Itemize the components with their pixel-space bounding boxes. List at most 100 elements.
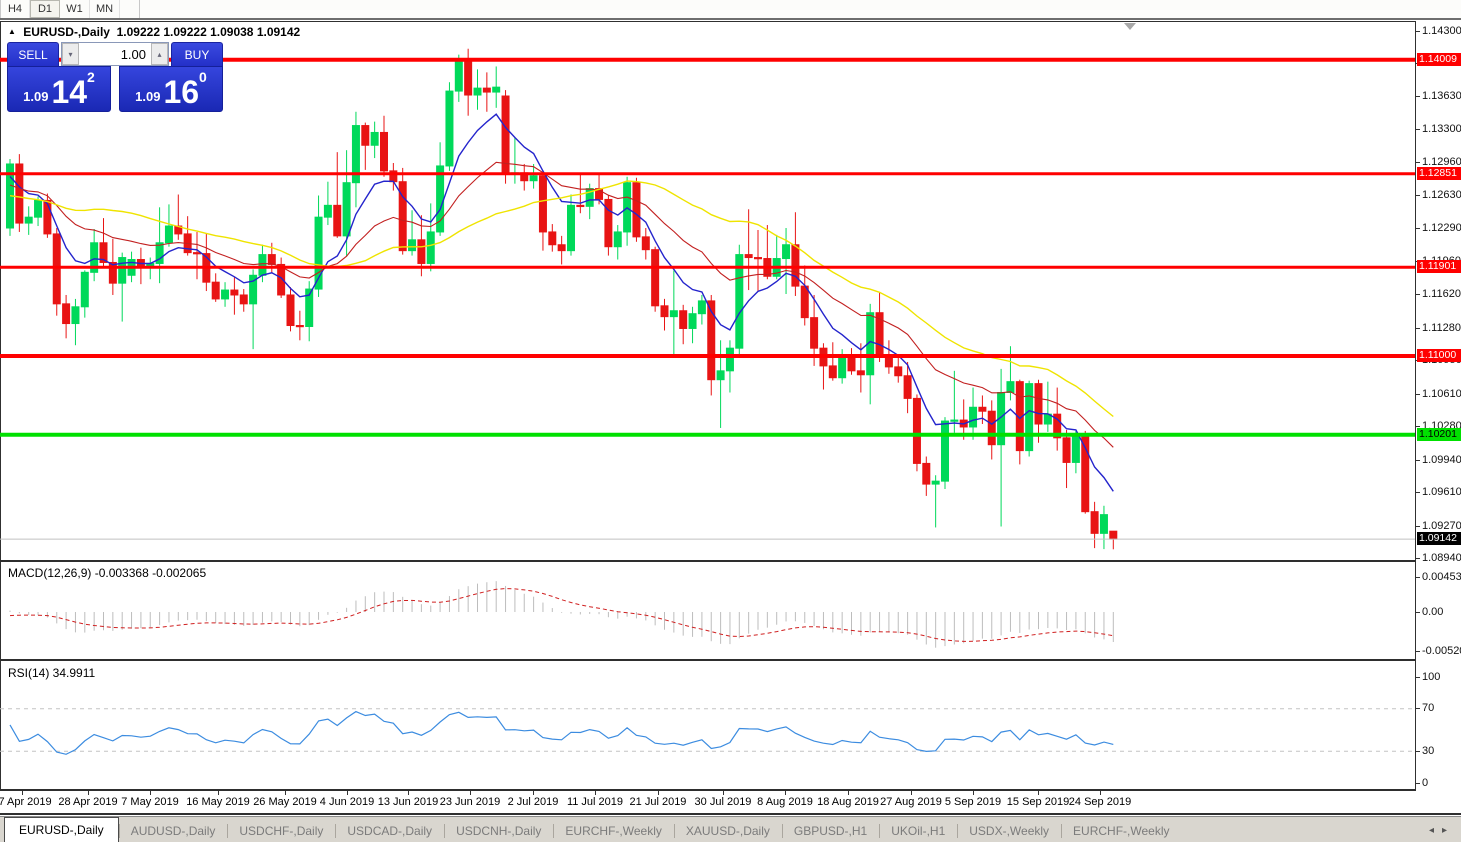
price-axis-border	[1415, 21, 1416, 791]
macd-axis-tick	[1416, 577, 1420, 578]
bull-candle	[697, 300, 706, 315]
bear-candle	[894, 366, 903, 377]
sell-price-pips: 14	[51, 74, 88, 110]
bear-candle	[295, 325, 304, 328]
bear-candle	[277, 263, 286, 296]
macd-rsi-separator[interactable]	[0, 659, 1461, 661]
price-axis-tick	[1416, 328, 1420, 329]
timeframe-toolbar: H4 D1 W1 MN	[0, 0, 1461, 20]
tab-scroll-right-icon[interactable]: ▸	[1441, 825, 1455, 836]
timeframe-button-mn[interactable]: MN	[90, 0, 121, 18]
time-axis-label: 27 Aug 2019	[880, 796, 942, 808]
legend-high: 1.09222	[163, 25, 207, 39]
price-axis-tick	[1416, 162, 1420, 163]
bull-candle	[80, 271, 89, 308]
time-axis-label: 21 Jul 2019	[629, 796, 687, 808]
sell-button[interactable]: SELL	[7, 42, 59, 66]
time-axis-tick	[22, 791, 23, 795]
bull-candle	[725, 347, 734, 372]
chart-tab-eurchf-weekly[interactable]: EURCHF-,Weekly	[553, 820, 673, 842]
bear-candle	[230, 289, 239, 296]
tab-scroll-arrows[interactable]: ◂▸	[1429, 825, 1455, 836]
tab-scroll-left-icon[interactable]: ◂	[1428, 825, 1442, 836]
bear-candle	[1109, 530, 1118, 540]
one-click-trading-panel: SELL ▾ 1.00 ▴ BUY 1.09 14 2 1.09 16 0	[7, 42, 223, 112]
bull-candle	[408, 239, 417, 252]
price-axis-tick	[1416, 492, 1420, 493]
bear-candle	[464, 61, 473, 96]
bull-candle	[1025, 383, 1034, 452]
bull-candle	[164, 225, 173, 244]
time-axis-label: 13 Jun 2019	[377, 796, 439, 808]
timeframe-button-h4[interactable]: H4	[0, 0, 30, 18]
chart-tab-audusd-daily[interactable]: AUDUSD-,Daily	[118, 820, 228, 842]
time-axis-tick	[785, 791, 786, 795]
bear-candle	[15, 163, 24, 224]
sell-price-box[interactable]: 1.09 14 2	[7, 66, 111, 112]
time-axis-label: 18 Aug 2019	[817, 796, 879, 808]
main-macd-separator[interactable]	[0, 560, 1461, 562]
bear-candle	[1081, 433, 1090, 513]
main-chart-canvas[interactable]	[0, 22, 1415, 560]
bear-candle	[417, 239, 426, 264]
bear-candle	[398, 181, 407, 252]
bull-candle	[90, 242, 99, 273]
time-axis-tick	[848, 791, 849, 795]
chart-tab-eurusd-daily[interactable]: EURUSD-,Daily	[4, 817, 119, 842]
price-axis-label: 1.09270	[1422, 520, 1461, 532]
chart-tab-xauusd-daily[interactable]: XAUUSD-,Daily	[673, 820, 782, 842]
time-axis-tick	[218, 791, 219, 795]
bull-candle	[688, 313, 697, 329]
bull-candle	[351, 125, 360, 184]
buy-price-point: 0	[199, 69, 207, 85]
bull-candle	[669, 310, 678, 318]
chart-shift-marker-icon[interactable]	[1124, 23, 1136, 30]
volume-decrease-button[interactable]: ▾	[62, 43, 79, 65]
price-axis-tick	[1416, 129, 1420, 130]
chart-left-border	[0, 21, 1, 791]
price-axis-label: 1.13300	[1422, 123, 1461, 135]
time-axis-label: 15 Sep 2019	[1006, 796, 1070, 808]
bottom-frame-line	[0, 813, 1461, 815]
buy-button[interactable]: BUY	[171, 42, 223, 66]
chart-tab-usdchf-daily[interactable]: USDCHF-,Daily	[227, 820, 335, 842]
rsi-line	[9, 710, 1114, 755]
price-axis-label: 1.11280	[1422, 322, 1461, 334]
chart-tab-eurchf-weekly[interactable]: EURCHF-,Weekly	[1061, 820, 1181, 842]
price-axis-tick	[1416, 394, 1420, 395]
bear-candle	[978, 406, 987, 412]
chart-tab-ukoil-h1[interactable]: UKOil-,H1	[879, 820, 957, 842]
timeframe-button-w1[interactable]: W1	[60, 0, 90, 18]
sell-price-point: 2	[87, 69, 95, 85]
bull-candle	[969, 406, 978, 428]
volume-input[interactable]: 1.00	[79, 43, 151, 65]
rsi-axis-label: 30	[1422, 745, 1435, 757]
price-axis-tick	[1416, 31, 1420, 32]
bull-candle	[1099, 514, 1108, 534]
buy-price-box[interactable]: 1.09 16 0	[119, 66, 223, 112]
legend-collapse-icon[interactable]: ▲	[8, 27, 16, 36]
chart-tab-usdcnh-daily[interactable]: USDCNH-,Daily	[444, 820, 553, 842]
sell-price-prefix: 1.09	[23, 89, 49, 104]
volume-increase-button[interactable]: ▴	[151, 43, 168, 65]
time-axis-label: 26 May 2019	[253, 796, 317, 808]
price-axis-label: 1.13630	[1422, 90, 1461, 102]
bear-candle	[482, 87, 491, 93]
macd-pane-canvas[interactable]	[0, 562, 1415, 659]
bear-candle	[361, 125, 370, 146]
bull-candle	[342, 182, 351, 237]
macd-axis-label: -0.005205	[1422, 645, 1461, 657]
chart-tab-usdx-weekly[interactable]: USDX-,Weekly	[957, 820, 1061, 842]
rsi-axis-tick	[1416, 751, 1420, 752]
chart-tab-gbpusd-h1[interactable]: GBPUSD-,H1	[781, 820, 879, 842]
macd-signal-line	[9, 588, 1114, 642]
bear-candle	[641, 236, 650, 251]
bear-candle	[576, 204, 585, 208]
bear-candle	[538, 175, 547, 233]
rsi-pane-canvas[interactable]	[0, 661, 1415, 789]
chart-tab-usdcad-daily[interactable]: USDCAD-,Daily	[335, 820, 444, 842]
timeframe-button-d1[interactable]: D1	[30, 0, 60, 18]
price-axis[interactable]: 1.143001.139701.136301.133001.129601.126…	[1416, 21, 1461, 813]
chart-tab-bar: EURUSD-,Daily AUDUSD-,Daily USDCHF-,Daily U…	[0, 816, 1461, 842]
